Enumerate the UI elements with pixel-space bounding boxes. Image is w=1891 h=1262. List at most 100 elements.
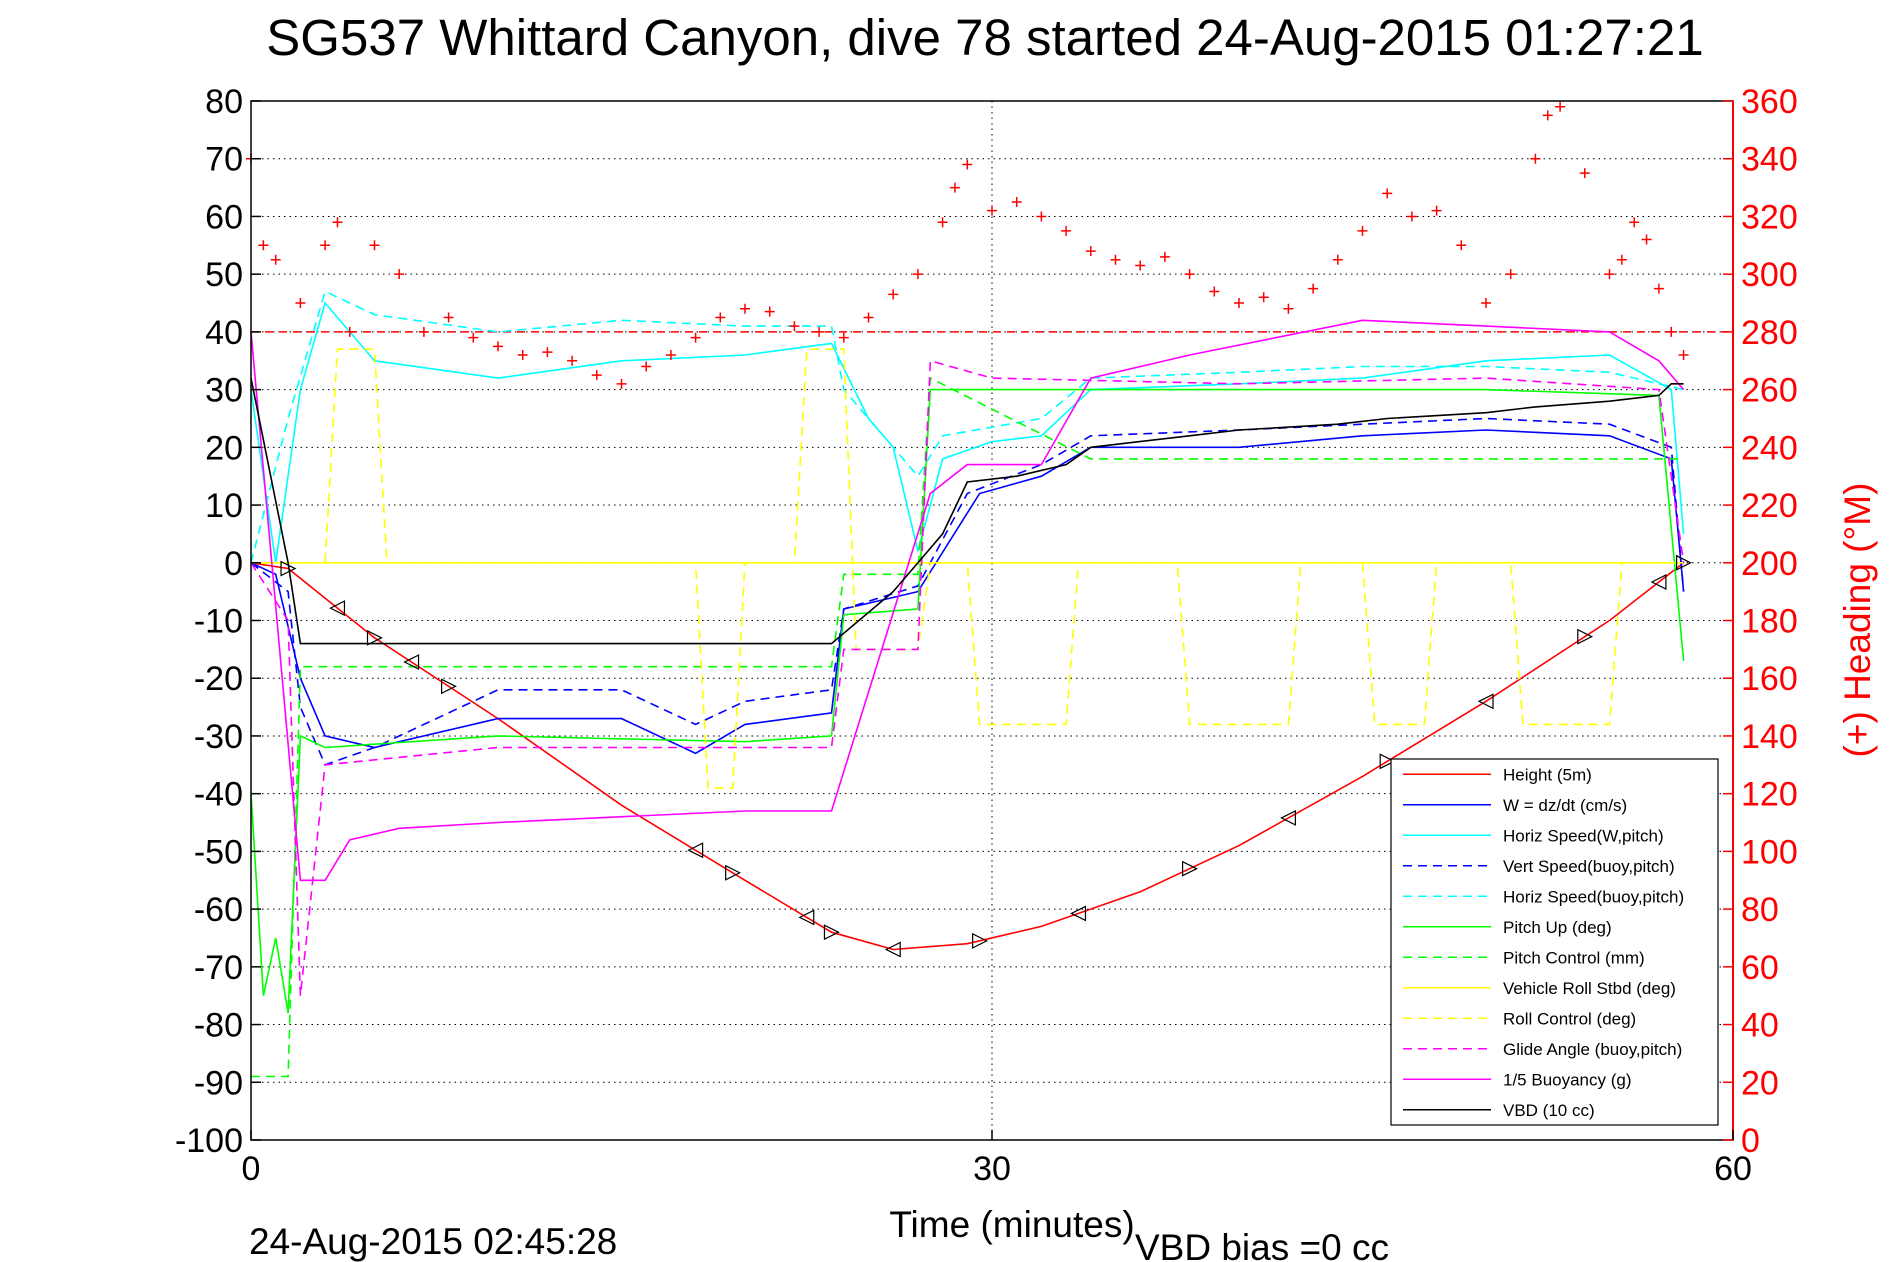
heading-point xyxy=(616,378,627,389)
heading-point xyxy=(1011,197,1022,208)
heading-point xyxy=(418,326,429,337)
y-tick-label: 0 xyxy=(224,545,243,583)
heading-point xyxy=(1283,303,1294,314)
legend-label: Vert Speed(buoy,pitch) xyxy=(1503,857,1675,876)
heading-point xyxy=(443,312,454,323)
heading-point xyxy=(591,370,602,381)
heading-point xyxy=(542,347,553,358)
x-tick-label: 60 xyxy=(1714,1150,1752,1188)
triangle-marker xyxy=(1650,574,1667,590)
heading-point xyxy=(394,269,405,280)
heading-point xyxy=(863,312,874,323)
heading-point xyxy=(1209,286,1220,297)
y2-tick-label: 140 xyxy=(1741,718,1798,756)
y-tick-label: 60 xyxy=(205,198,243,236)
triangle-marker xyxy=(280,560,297,577)
y-tick-label: -10 xyxy=(194,603,243,641)
y-tick-label: 40 xyxy=(205,314,243,352)
legend-label: W = dz/dt (cm/s) xyxy=(1503,796,1627,815)
heading-point xyxy=(1579,168,1590,179)
heading-point xyxy=(1184,269,1195,280)
heading-point xyxy=(1110,254,1121,265)
axes: 80706050403020100-10-20-30-40-50-60-70-8… xyxy=(175,83,1798,1188)
y-tick-label: -90 xyxy=(194,1064,243,1102)
heading-point xyxy=(1258,292,1269,303)
y-tick-label: -100 xyxy=(175,1122,243,1160)
footer-timestamp: 24-Aug-2015 02:45:28 xyxy=(249,1221,617,1262)
y2-tick-label: 60 xyxy=(1741,949,1779,987)
legend-box xyxy=(1390,758,1719,1126)
series-line-4 xyxy=(250,290,1684,563)
legend-label: Height (5m) xyxy=(1503,765,1592,784)
series-line-3 xyxy=(250,417,1685,766)
y2-tick-label: 160 xyxy=(1741,660,1798,698)
triangle-marker xyxy=(798,909,815,926)
heading-point xyxy=(641,361,652,372)
x-axis-label: Time (minutes) xyxy=(889,1204,1134,1245)
y2-tick-label: 320 xyxy=(1741,198,1798,236)
series-heading-markers xyxy=(246,101,1689,389)
footer-vbd-bias: VBD bias =0 cc xyxy=(1135,1227,1389,1262)
heading-point xyxy=(1481,298,1491,309)
triangle-marker xyxy=(366,629,383,646)
heading-point xyxy=(888,289,899,300)
triangle-marker xyxy=(329,600,346,617)
heading-point xyxy=(1616,254,1627,265)
y2-axis-label: (+) Heading (°M) xyxy=(1837,483,1878,758)
y-tick-label: -70 xyxy=(194,949,243,987)
legend-label: Horiz Speed(buoy,pitch) xyxy=(1503,887,1684,906)
heading-point xyxy=(838,332,849,343)
heading-point xyxy=(258,240,269,251)
heading-point xyxy=(1085,246,1096,257)
heading-point xyxy=(665,349,676,360)
y2-tick-label: 100 xyxy=(1741,833,1798,871)
triangle-marker xyxy=(725,864,741,881)
heading-point xyxy=(764,306,775,317)
heading-point xyxy=(1431,205,1442,216)
y2-tick-label: 40 xyxy=(1741,1007,1779,1045)
y-tick-label: -50 xyxy=(194,833,243,871)
heading-point xyxy=(1641,234,1652,245)
heading-point xyxy=(468,332,479,343)
heading-point xyxy=(369,240,380,251)
heading-point xyxy=(814,326,825,337)
y2-tick-label: 240 xyxy=(1741,429,1798,467)
height-triangle-markers xyxy=(280,554,1692,958)
y-tick-label: -80 xyxy=(194,1007,243,1045)
y2-tick-label: 80 xyxy=(1741,891,1779,929)
heading-point xyxy=(690,332,701,343)
y2-tick-label: 220 xyxy=(1741,487,1798,525)
legend-label: Pitch Up (deg) xyxy=(1503,918,1612,937)
y-tick-label: 80 xyxy=(205,83,243,121)
triangle-marker xyxy=(1182,860,1198,877)
series-line-0 xyxy=(250,562,1685,951)
x-tick-label: 0 xyxy=(242,1150,261,1188)
heading-point xyxy=(1036,211,1047,222)
y-tick-label: 20 xyxy=(205,429,243,467)
y-tick-label: -30 xyxy=(194,718,243,756)
y2-tick-label: 20 xyxy=(1741,1064,1779,1102)
triangle-marker xyxy=(1280,809,1296,826)
series-line-10 xyxy=(250,319,1685,882)
y2-tick-label: 180 xyxy=(1741,603,1798,641)
heading-point xyxy=(1234,298,1244,309)
heading-point xyxy=(740,303,750,314)
heading-point xyxy=(1530,153,1541,164)
triangle-marker xyxy=(403,654,420,671)
heading-point xyxy=(987,205,997,216)
heading-point xyxy=(949,182,960,193)
heading-point xyxy=(1406,211,1417,222)
heading-point xyxy=(1332,254,1343,265)
triangle-marker xyxy=(1676,554,1692,571)
heading-point xyxy=(1555,101,1566,112)
heading-point xyxy=(962,159,973,170)
legend-label: VBD (10 cc) xyxy=(1503,1101,1595,1120)
legend-label: Vehicle Roll Stbd (deg) xyxy=(1503,979,1676,998)
data-layer xyxy=(246,101,1733,1078)
heading-point xyxy=(332,217,343,228)
legend-label: Pitch Control (mm) xyxy=(1503,948,1645,967)
y-tick-label: -20 xyxy=(194,660,243,698)
y2-tick-label: 280 xyxy=(1741,314,1798,352)
heading-point xyxy=(1604,269,1615,280)
